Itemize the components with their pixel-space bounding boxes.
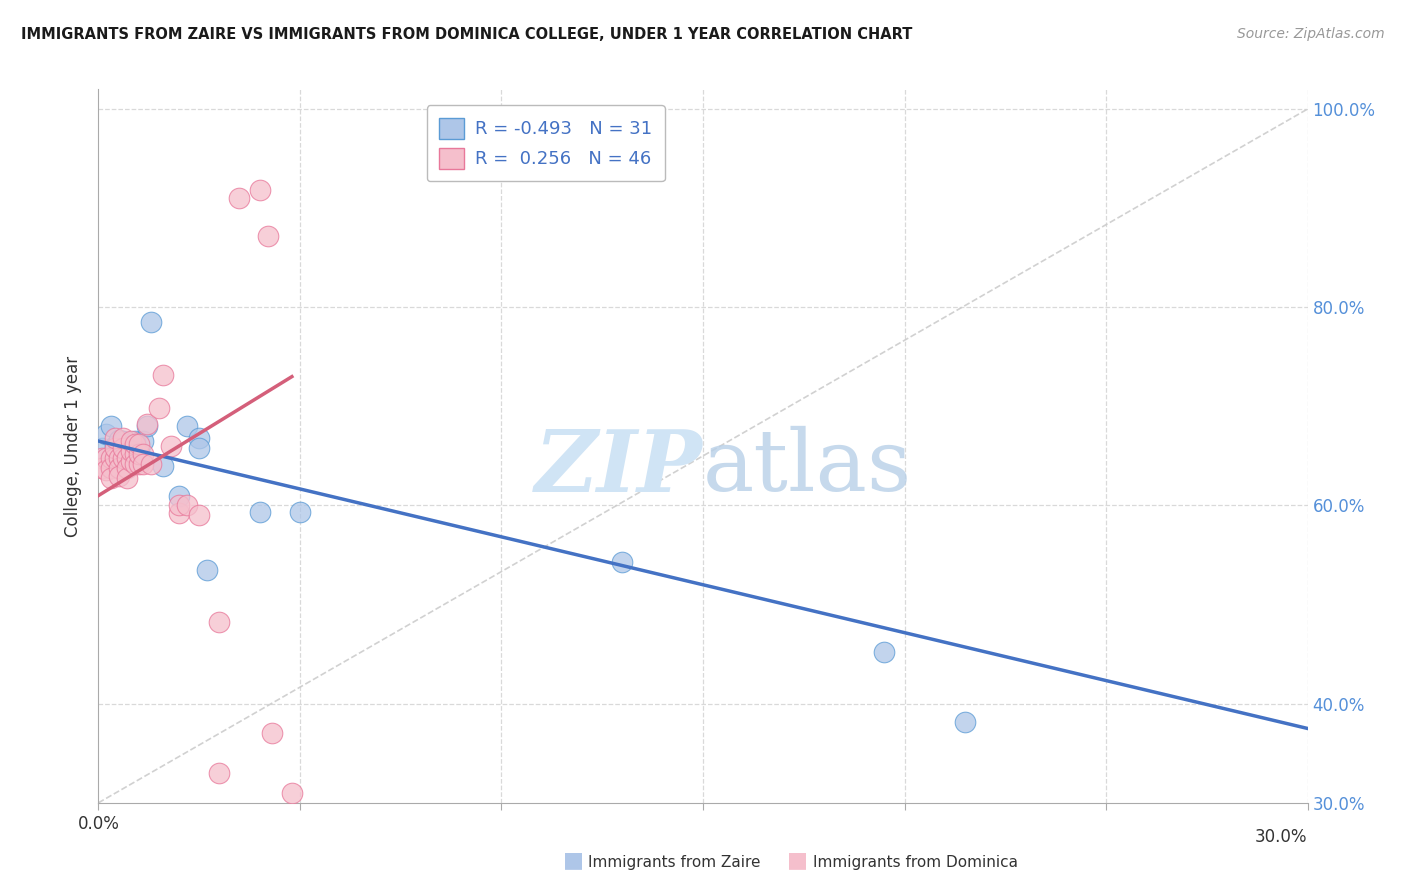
Point <box>100 419 122 434</box>
Point <box>128 447 150 461</box>
Point <box>953 714 976 729</box>
Point <box>281 786 304 800</box>
Point <box>176 499 198 513</box>
Point <box>100 471 122 485</box>
Point <box>256 228 278 243</box>
Point <box>111 450 134 465</box>
Text: ZIP: ZIP <box>536 425 703 509</box>
Point <box>100 460 122 475</box>
Point <box>120 434 142 448</box>
Text: Immigrants from Zaire: Immigrants from Zaire <box>588 855 761 870</box>
Point <box>124 457 146 471</box>
Text: 30.0%: 30.0% <box>1256 828 1308 846</box>
Point <box>91 441 114 455</box>
Point <box>128 444 150 458</box>
Point <box>111 444 134 458</box>
Point <box>135 417 157 432</box>
Point <box>208 615 231 630</box>
Point <box>100 450 122 465</box>
Point <box>124 434 146 448</box>
Point <box>288 505 311 519</box>
Point <box>132 447 155 461</box>
Point <box>188 441 211 455</box>
Text: ■: ■ <box>787 850 808 870</box>
Text: IMMIGRANTS FROM ZAIRE VS IMMIGRANTS FROM DOMINICA COLLEGE, UNDER 1 YEAR CORRELAT: IMMIGRANTS FROM ZAIRE VS IMMIGRANTS FROM… <box>21 27 912 42</box>
Point <box>132 434 155 448</box>
Point <box>103 441 125 455</box>
Point <box>260 726 283 740</box>
Text: atlas: atlas <box>703 425 912 509</box>
Text: Immigrants from Dominica: Immigrants from Dominica <box>813 855 1018 870</box>
Point <box>160 439 183 453</box>
Point <box>188 431 211 445</box>
Point <box>96 427 118 442</box>
Point <box>167 507 190 521</box>
Point <box>103 450 125 465</box>
Legend: R = -0.493   N = 31, R =  0.256   N = 46: R = -0.493 N = 31, R = 0.256 N = 46 <box>426 105 665 181</box>
Point <box>96 450 118 465</box>
Point <box>107 450 129 465</box>
Point <box>124 437 146 451</box>
Point <box>103 449 125 463</box>
Point <box>176 419 198 434</box>
Point <box>124 447 146 461</box>
Point <box>107 441 129 455</box>
Point <box>107 460 129 475</box>
Point <box>103 439 125 453</box>
Point <box>195 563 218 577</box>
Y-axis label: College, Under 1 year: College, Under 1 year <box>65 355 83 537</box>
Text: ■: ■ <box>562 850 583 870</box>
Point <box>128 454 150 468</box>
Point <box>115 450 138 465</box>
Point <box>208 766 231 780</box>
Point <box>128 457 150 471</box>
Point <box>612 555 634 569</box>
Point <box>120 444 142 458</box>
Point <box>115 471 138 485</box>
Point <box>103 431 125 445</box>
Point <box>124 444 146 458</box>
Point <box>152 458 174 473</box>
Point <box>228 191 250 205</box>
Point <box>249 505 271 519</box>
Point <box>139 315 162 329</box>
Text: Source: ZipAtlas.com: Source: ZipAtlas.com <box>1237 27 1385 41</box>
Point <box>111 441 134 455</box>
Point <box>167 499 190 513</box>
Point <box>96 463 118 477</box>
Point <box>167 489 190 503</box>
Point <box>107 433 129 447</box>
Point <box>91 460 114 475</box>
Point <box>120 439 142 453</box>
Point <box>107 468 129 483</box>
Point <box>132 457 155 471</box>
Point <box>120 454 142 468</box>
Point <box>111 431 134 445</box>
Point <box>115 450 138 465</box>
Point <box>120 454 142 468</box>
Point <box>111 434 134 448</box>
Point <box>115 460 138 475</box>
Point <box>148 401 170 416</box>
Point <box>139 457 162 471</box>
Point <box>115 441 138 455</box>
Point <box>873 645 896 659</box>
Point <box>128 437 150 451</box>
Point <box>135 419 157 434</box>
Point <box>188 508 211 523</box>
Point <box>91 450 114 465</box>
Point <box>249 183 271 197</box>
Point <box>152 368 174 382</box>
